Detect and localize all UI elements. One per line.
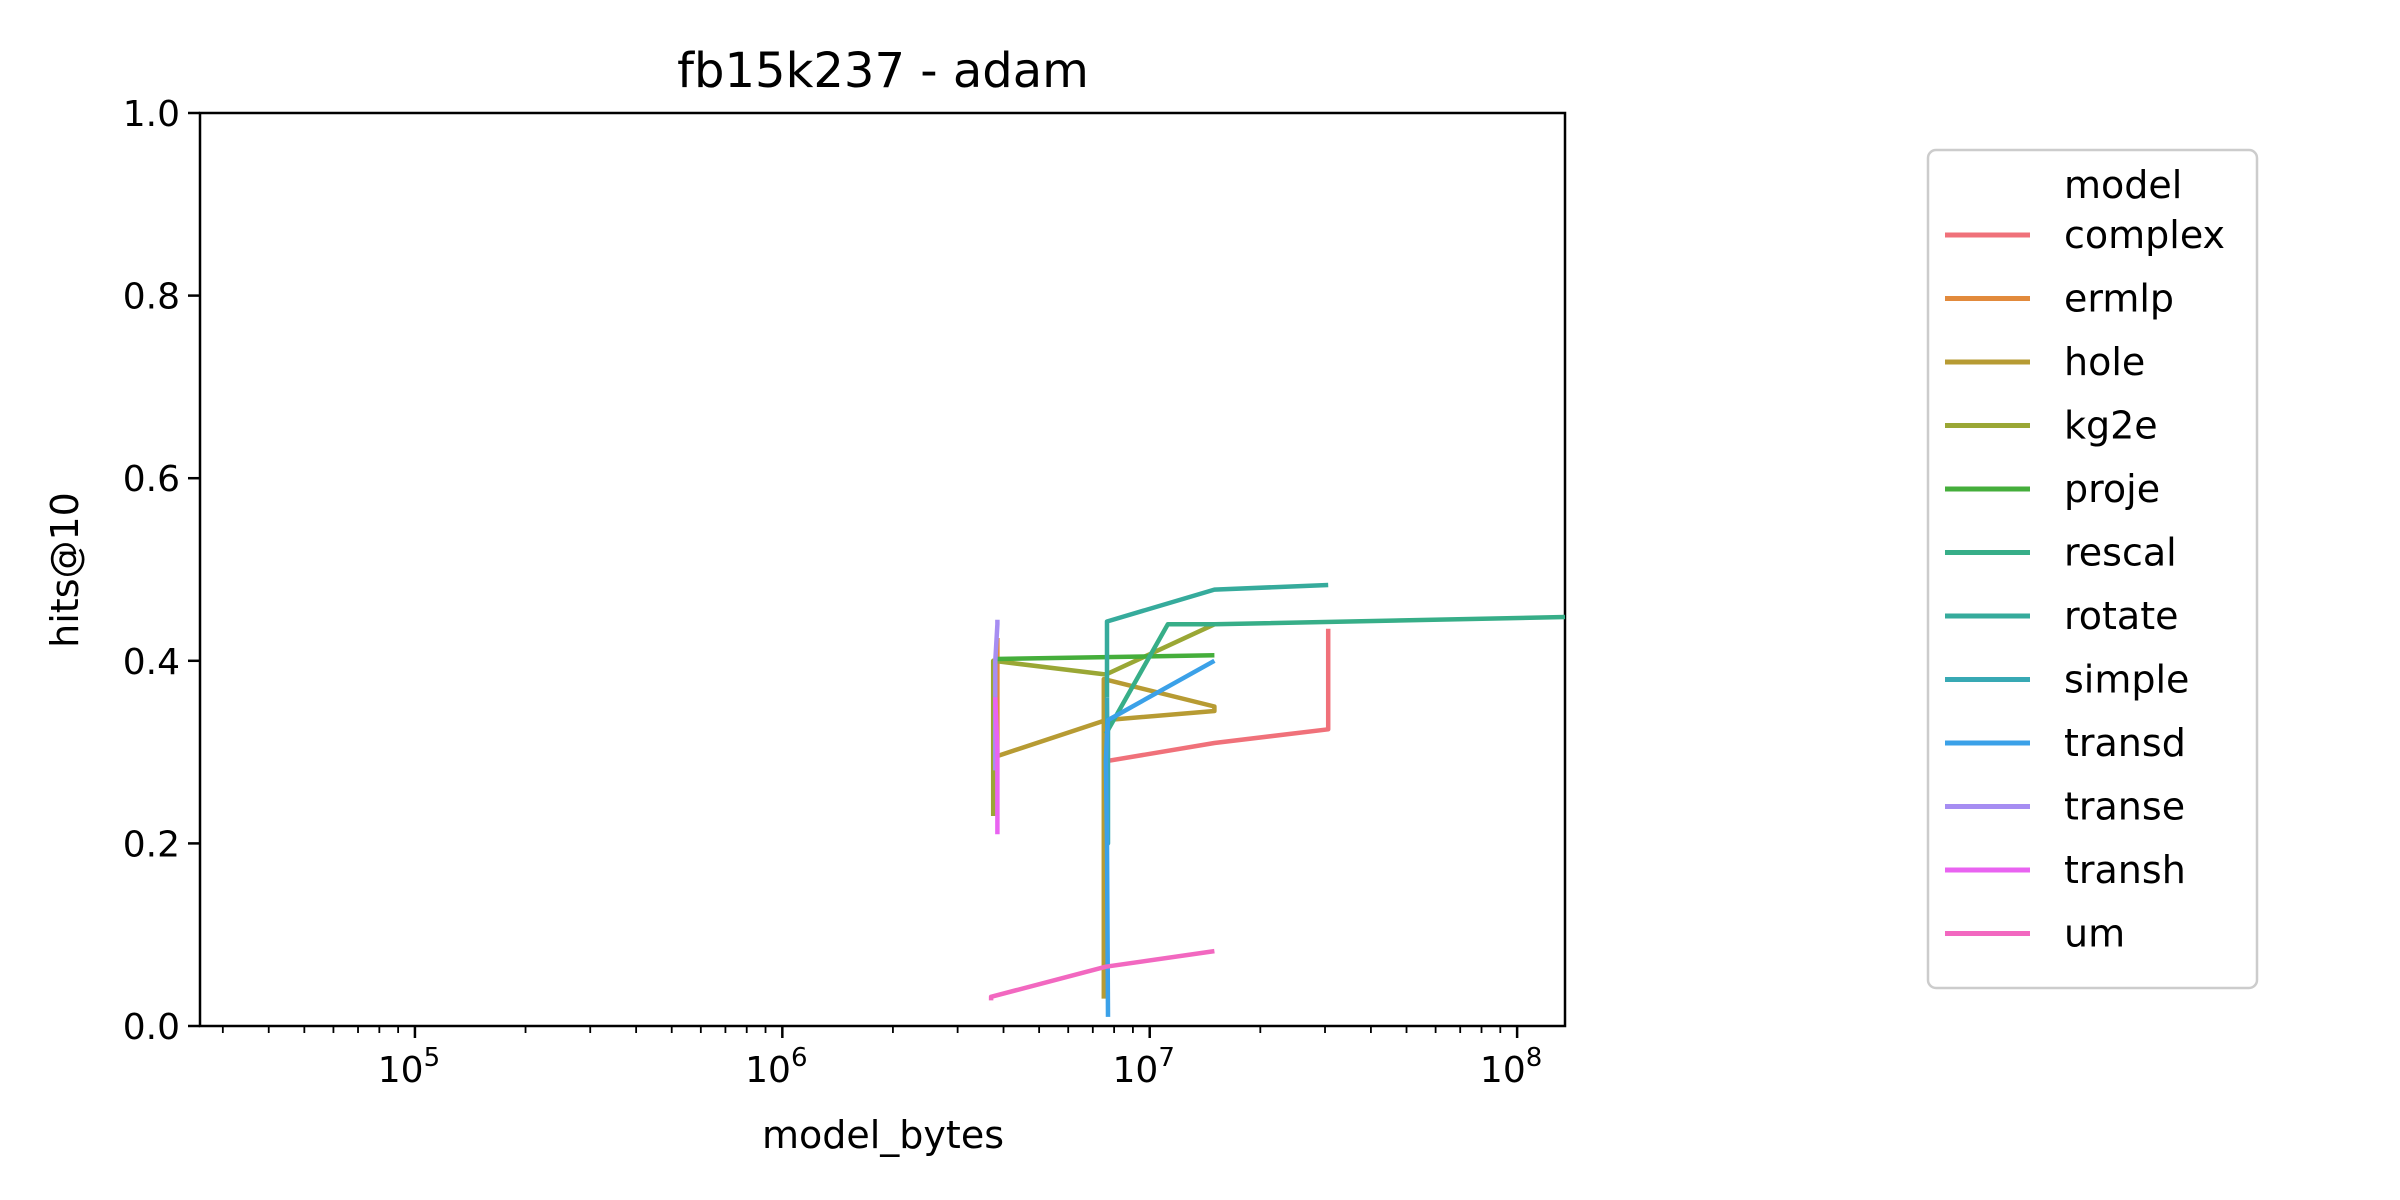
legend-items: complex ermlp hole kg2e proje rescal rotate sim… xyxy=(1945,213,2225,956)
legend: model complex ermlp hole kg2e proje rescal rot… xyxy=(1926,148,2259,990)
x-tick-label: 106 xyxy=(745,1043,807,1091)
y-axis-label: hits@10 xyxy=(43,492,87,648)
legend-label-transd: transd xyxy=(2064,721,2186,765)
series-line-complex xyxy=(1105,628,1331,764)
y-tick-label: 1.0 xyxy=(123,94,180,135)
legend-label-transh: transh xyxy=(2064,848,2186,892)
x-tick-label: 105 xyxy=(378,1043,440,1091)
plot-frame xyxy=(198,111,1567,1028)
legend-label-simple: simple xyxy=(2064,658,2189,702)
series-line-transd xyxy=(1103,658,1216,1017)
legend-label-um: um xyxy=(2064,912,2125,956)
legend-label-ermlp: ermlp xyxy=(2064,277,2174,321)
series-line-transh xyxy=(993,697,1000,835)
x-axis-label: model_bytes xyxy=(762,1113,1004,1157)
legend-label-transe: transe xyxy=(2064,785,2185,829)
legend-label-rotate: rotate xyxy=(2064,594,2179,638)
y-tick-label: 0.0 xyxy=(123,1007,180,1048)
legend-label-proje: proje xyxy=(2064,467,2160,511)
x-axis-ticks: 105 106 107 108 xyxy=(221,1026,1542,1091)
y-axis-ticks: 0.0 0.2 0.4 0.6 0.8 1.0 xyxy=(123,94,200,1048)
legend-label-rescal: rescal xyxy=(2064,531,2177,575)
legend-label-hole: hole xyxy=(2064,340,2145,384)
series-line-hole xyxy=(994,676,1217,999)
legend-title: model xyxy=(2064,163,2182,207)
x-tick-label: 108 xyxy=(1480,1043,1542,1091)
legend-label-complex: complex xyxy=(2064,213,2225,257)
y-tick-label: 0.8 xyxy=(123,277,180,318)
series-line-um xyxy=(988,948,1215,1001)
x-tick-label: 107 xyxy=(1113,1043,1175,1091)
y-tick-label: 0.4 xyxy=(123,642,180,683)
series-layer xyxy=(988,582,1566,1017)
y-tick-label: 0.6 xyxy=(123,459,180,500)
chart-title: fb15k237 - adam xyxy=(677,43,1089,99)
series-line-rotate xyxy=(1104,582,1329,698)
plot-area: 105 106 107 108 0.0 0.2 0.4 0.6 0.8 1.0 xyxy=(123,94,1567,1091)
series-line-rescal xyxy=(1103,614,1566,735)
legend-label-kg2e: kg2e xyxy=(2064,404,2158,448)
y-tick-label: 0.2 xyxy=(123,824,180,865)
